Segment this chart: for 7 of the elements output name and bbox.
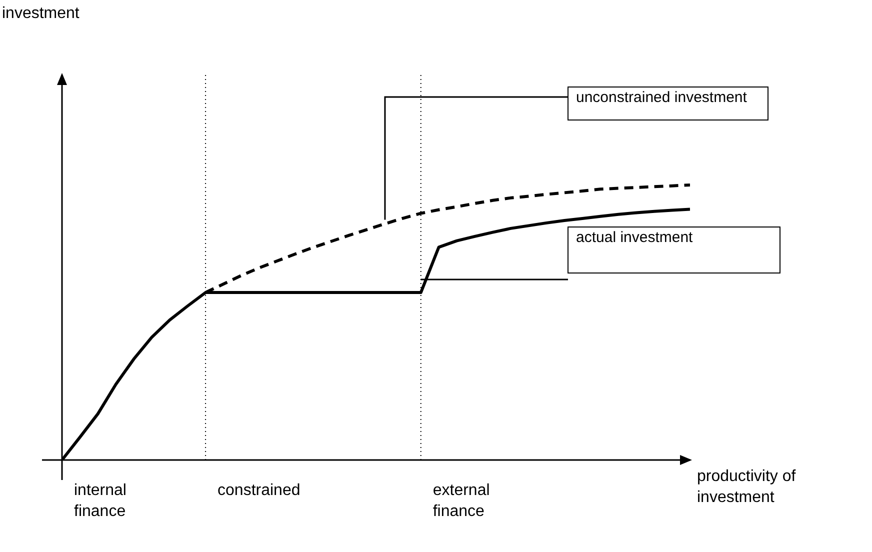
text: investment (2, 5, 80, 23)
text: constrained (218, 481, 302, 501)
text: unconstrained investment (576, 89, 748, 106)
x-axis-title: productivity of investment (697, 467, 797, 508)
series-label: actual investment (576, 229, 694, 246)
text: external finance (432, 481, 491, 522)
text: internal finance (74, 481, 128, 522)
